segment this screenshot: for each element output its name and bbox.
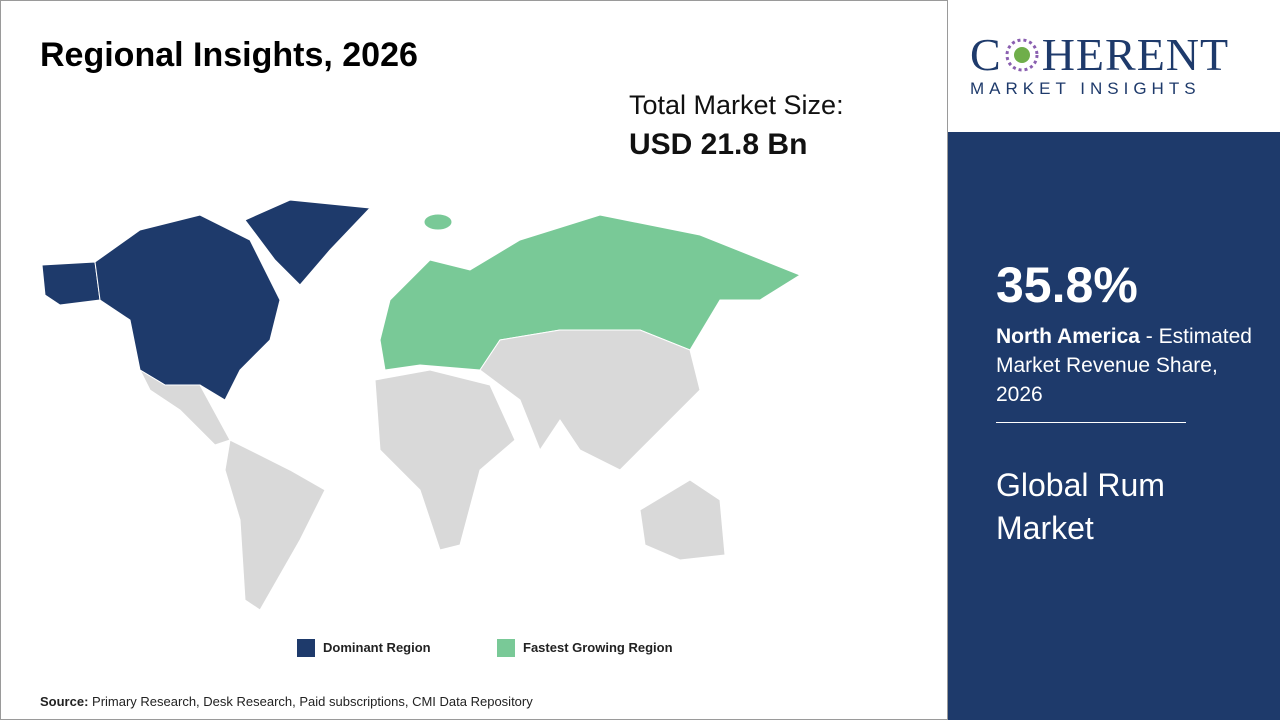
share-value: 35.8% (996, 257, 1138, 313)
north-america (41, 261, 101, 306)
logo-text: HERENT (1041, 29, 1230, 80)
world-map (41, 199, 802, 611)
source-text: Primary Research, Desk Research, Paid su… (92, 694, 533, 709)
legend-swatch (497, 639, 515, 657)
asia (479, 329, 701, 471)
legend-label: Dominant Region (323, 640, 431, 655)
logo-tagline: MARKET INSIGHTS (970, 79, 1201, 98)
market-size-value: USD 21.8 Bn (629, 128, 808, 161)
source-label: Source: (40, 694, 89, 709)
market-name: Global Rum Market (996, 467, 1165, 546)
south-america (224, 439, 326, 611)
logo-text: C (970, 29, 1002, 80)
legend-label: Fastest Growing Region (523, 640, 673, 655)
central-america (138, 368, 231, 446)
description-text: - Estimated Market Revenue Share, 2026 (996, 325, 1252, 406)
logo-name: C HERENT (970, 28, 1229, 81)
africa (374, 369, 516, 551)
north-america (94, 214, 281, 401)
divider (996, 422, 1186, 423)
iceland (423, 213, 453, 231)
side-panel: 35.8% North America - Estimated Market R… (948, 132, 1280, 720)
europe-russia (379, 214, 802, 371)
market-size-label: Total Market Size: (629, 90, 844, 120)
region-name: North America (996, 325, 1140, 348)
logo: C HERENT MARKET INSIGHTS (948, 0, 1280, 132)
australia (639, 479, 726, 561)
logo-globe (1005, 38, 1039, 71)
greenland (244, 199, 372, 286)
source: Source: Primary Research, Desk Research,… (40, 694, 533, 709)
legend-swatch (297, 639, 315, 657)
share-description: North America - Estimated Market Revenue… (996, 322, 1266, 409)
title: Regional Insights, 2026 (40, 36, 418, 74)
